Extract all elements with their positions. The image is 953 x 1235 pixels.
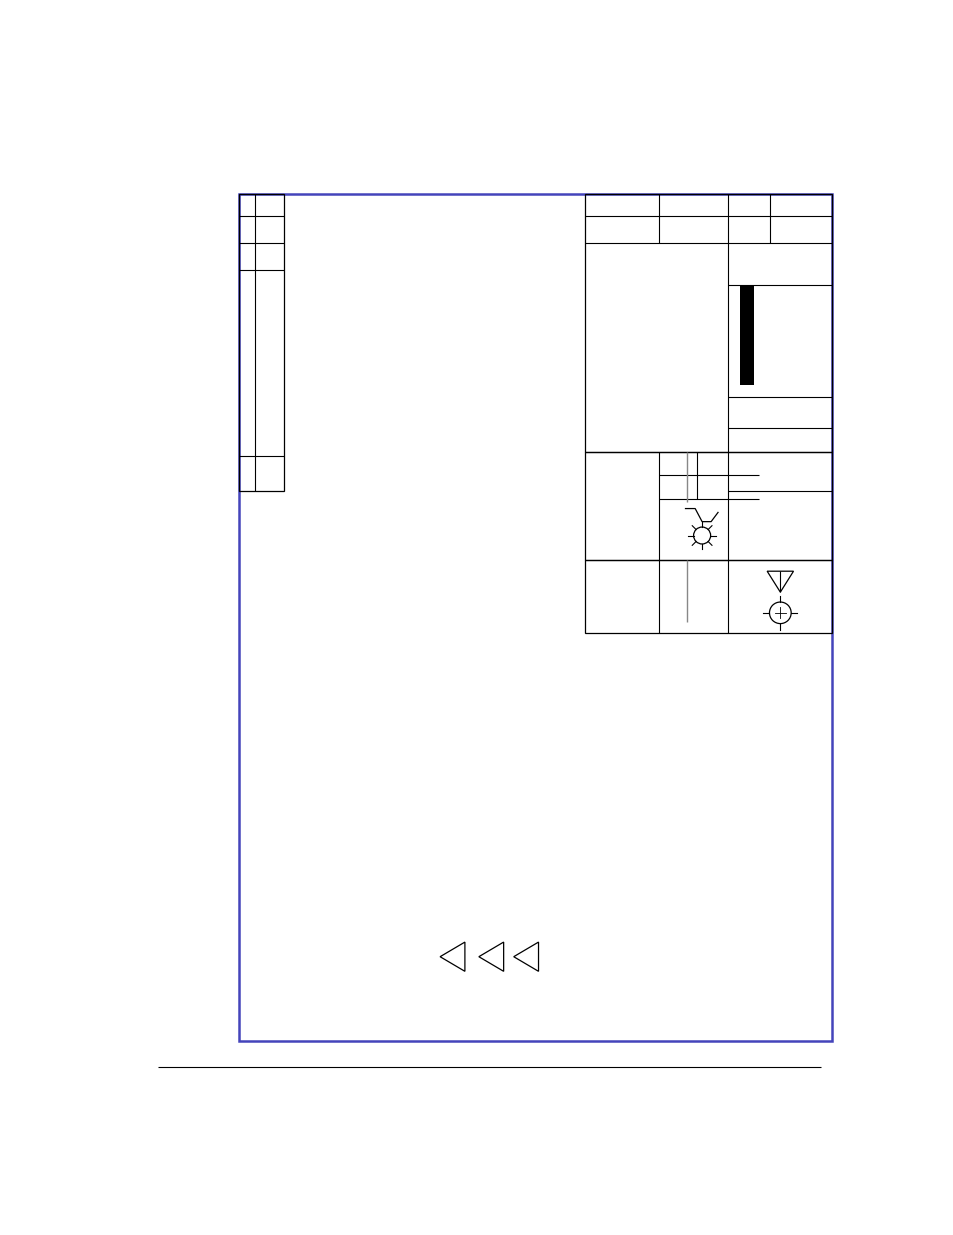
Bar [740, 285, 753, 385]
Bar [584, 194, 831, 452]
Bar [239, 194, 831, 1041]
Bar [584, 561, 831, 634]
Bar [239, 194, 284, 490]
Bar [584, 452, 831, 561]
